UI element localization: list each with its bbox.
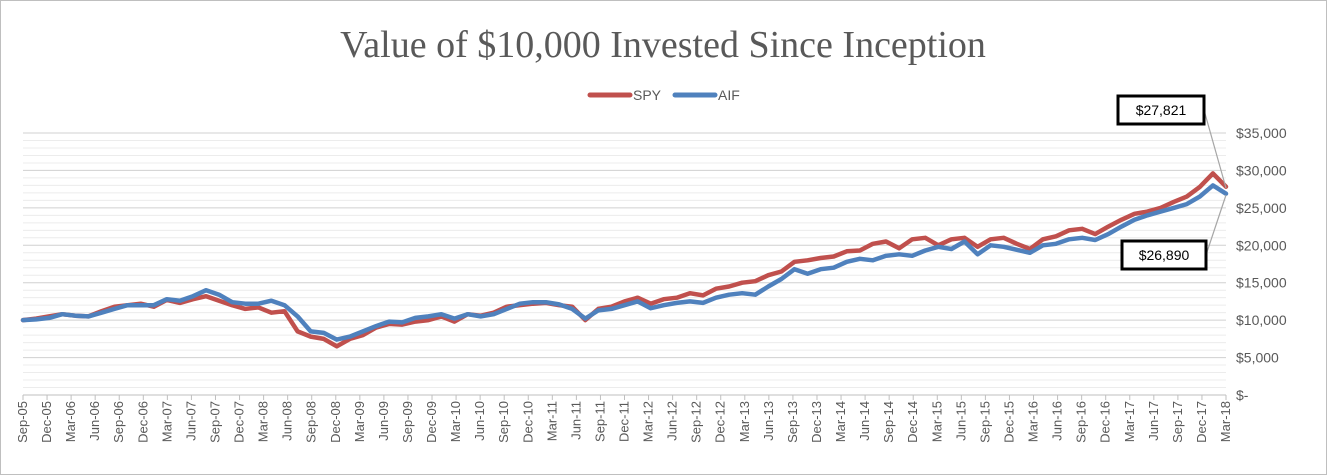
y-tick-label: $25,000 xyxy=(1236,200,1287,216)
x-tick-label: Sep-14 xyxy=(881,401,896,443)
x-tick-label: Jun-17 xyxy=(1146,401,1161,441)
x-tick-label: Jun-14 xyxy=(857,401,872,441)
x-tick-label: Sep-17 xyxy=(1170,401,1185,443)
x-tick-label: Jun-07 xyxy=(183,401,198,441)
x-tick-label: Jun-12 xyxy=(665,401,680,441)
callout-label-aif: $26,890 xyxy=(1139,247,1190,263)
x-tick-label: Mar-08 xyxy=(256,401,271,442)
x-tick-label: Mar-17 xyxy=(1122,401,1137,442)
x-tick-label: Sep-08 xyxy=(304,401,319,443)
series-line-spy xyxy=(20,171,1229,349)
x-tick-label: Mar-09 xyxy=(352,401,367,442)
x-tick-label: Sep-09 xyxy=(400,401,415,443)
y-tick-label: $15,000 xyxy=(1236,275,1287,291)
callout-box-spy xyxy=(1116,94,1206,126)
x-tick-label: Dec-06 xyxy=(135,401,150,443)
y-axis: $- $5,000 $10,000 $15,000 $20,000 $25,000 $30,… xyxy=(1236,125,1287,403)
x-tick-label: Mar-06 xyxy=(63,401,78,442)
callout-leader-aif xyxy=(1205,194,1227,256)
x-tick-label: Mar-13 xyxy=(737,401,752,442)
x-tick-label: Mar-15 xyxy=(929,401,944,442)
y-tick-label: $35,000 xyxy=(1236,125,1287,141)
x-tick-label: Mar-12 xyxy=(641,401,656,442)
x-tick-label: Dec-09 xyxy=(424,401,439,443)
x-tick-label: Dec-17 xyxy=(1194,401,1209,443)
x-tick-label: Jun-10 xyxy=(472,401,487,441)
x-tick-label: Dec-08 xyxy=(328,401,343,443)
x-tick-label: Sep-16 xyxy=(1074,401,1089,443)
x-tick-label: Sep-07 xyxy=(207,401,222,443)
legend-label-spy: SPY xyxy=(633,87,662,103)
x-tick-label: Sep-10 xyxy=(496,401,511,443)
x-tick-label: Sep-11 xyxy=(592,401,607,442)
x-tick-label: Jun-06 xyxy=(87,401,102,441)
x-tick-label: Dec-07 xyxy=(232,401,247,443)
x-tick-label: Dec-11 xyxy=(617,401,632,442)
x-tick-label: Sep-12 xyxy=(689,401,704,443)
y-tick-label: $10,000 xyxy=(1236,312,1287,328)
x-tick-label: Dec-05 xyxy=(39,401,54,443)
gridlines xyxy=(23,132,1226,396)
x-tick-label: Dec-16 xyxy=(1098,401,1113,443)
x-tick-label: Dec-14 xyxy=(905,401,920,443)
callout-box-aif xyxy=(1120,239,1208,271)
chart-title: Value of $10,000 Invested Since Inceptio… xyxy=(340,24,986,66)
x-tick-label: Mar-14 xyxy=(833,401,848,442)
y-tick-label: $20,000 xyxy=(1236,237,1287,253)
x-tick-label: Jun-11 xyxy=(568,401,583,440)
x-tick-label: Mar-07 xyxy=(159,401,174,442)
callout-aif: $26,890 xyxy=(1120,194,1227,271)
x-tick-label: Jun-08 xyxy=(280,401,295,441)
callout-spy: $27,821 xyxy=(1116,94,1227,189)
x-tick-label: Mar-10 xyxy=(448,401,463,442)
x-tick-label: Sep-06 xyxy=(111,401,126,443)
x-tick-label: Jun-13 xyxy=(761,401,776,441)
x-tick-label: Sep-15 xyxy=(977,401,992,443)
callout-leader-spy xyxy=(1203,109,1227,189)
x-tick-label: Dec-12 xyxy=(713,401,728,443)
x-tick-label: Jun-15 xyxy=(953,401,968,441)
x-tick-label: Jun-16 xyxy=(1050,401,1065,441)
y-tick-label: $- xyxy=(1236,387,1249,403)
series-lines xyxy=(20,171,1229,349)
x-tick-label: Dec-15 xyxy=(1001,401,1016,443)
x-tick-label: Sep-05 xyxy=(15,401,30,443)
x-tick-label: Dec-10 xyxy=(520,401,535,443)
x-tick-label: Dec-13 xyxy=(809,401,824,443)
x-axis: Sep-05 Dec-05 Mar-06 Jun-06 Sep-06 Dec-06 Mar-… xyxy=(15,394,1233,443)
legend: SPY AIF xyxy=(587,87,740,103)
x-tick-label: Sep-13 xyxy=(785,401,800,443)
series-line-aif xyxy=(20,183,1229,342)
x-tick-label: Mar-11 xyxy=(544,401,559,441)
x-tick-label: Jun-09 xyxy=(376,401,391,441)
x-tick-label: Mar-18 xyxy=(1218,401,1233,442)
y-tick-label: $30,000 xyxy=(1236,162,1287,178)
legend-label-aif: AIF xyxy=(718,87,740,103)
y-tick-label: $5,000 xyxy=(1236,350,1279,366)
x-tick-label: Mar-16 xyxy=(1026,401,1041,442)
callout-label-spy: $27,821 xyxy=(1136,102,1187,118)
